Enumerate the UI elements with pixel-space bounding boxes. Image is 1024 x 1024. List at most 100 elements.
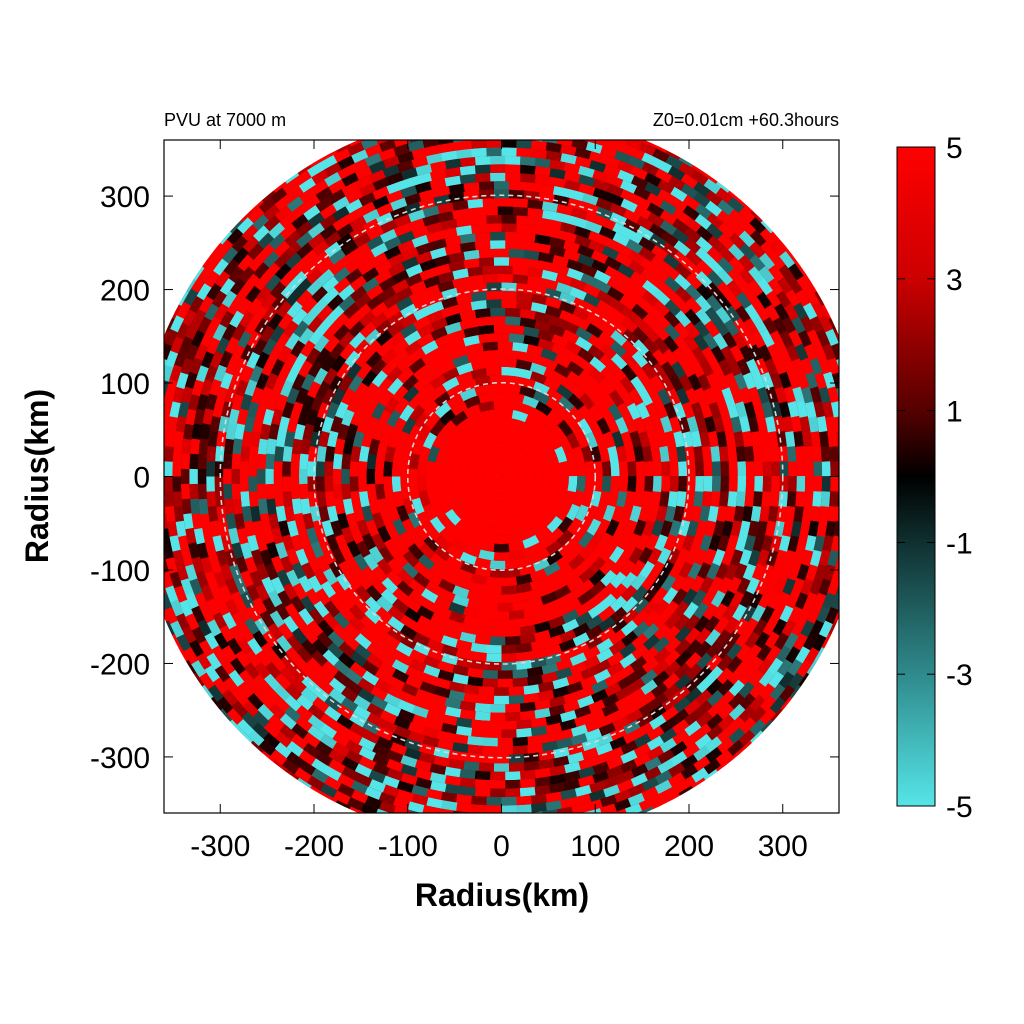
field-cell — [724, 562, 739, 581]
field-cell — [553, 825, 570, 836]
field-cell — [657, 748, 676, 764]
field-cell — [652, 277, 670, 294]
field-cell — [779, 460, 789, 477]
field-cell — [486, 585, 502, 595]
field-cell — [785, 505, 796, 522]
field-cell — [448, 260, 465, 272]
field-cell — [742, 563, 757, 581]
field-cell — [553, 363, 572, 378]
field-cell — [375, 808, 393, 813]
field-cell — [374, 259, 392, 275]
field-cell — [229, 625, 245, 643]
field-cell — [646, 735, 665, 751]
field-cell — [407, 424, 422, 443]
field-cell — [164, 593, 173, 611]
field-cell — [312, 696, 330, 713]
field-cell — [422, 205, 440, 218]
field-cell — [511, 418, 529, 432]
field-cell — [605, 518, 620, 537]
field-cell — [150, 343, 163, 360]
field-cell — [587, 239, 606, 254]
field-cell — [545, 714, 563, 726]
field-cell — [404, 123, 421, 135]
field-cell — [765, 520, 777, 537]
field-cell — [569, 277, 587, 292]
field-cell — [392, 417, 407, 435]
field-cell — [415, 242, 433, 256]
field-cell — [132, 506, 142, 522]
field-cell — [470, 582, 488, 594]
field-cell — [476, 476, 487, 490]
field-cell — [594, 659, 612, 674]
field-cell — [205, 393, 218, 411]
field-cell — [422, 503, 438, 522]
field-cell — [289, 259, 307, 277]
field-cell — [402, 438, 416, 456]
field-cell — [413, 561, 431, 578]
field-cell — [729, 344, 745, 363]
field-cell — [286, 751, 304, 768]
field-cell — [164, 446, 174, 463]
field-cell — [334, 438, 346, 456]
field-cell — [853, 431, 863, 447]
field-cell — [616, 402, 632, 420]
field-cell — [462, 335, 480, 347]
field-cell — [383, 236, 402, 251]
field-cell — [440, 150, 458, 162]
field-cell — [485, 147, 502, 157]
field-cell — [652, 476, 662, 492]
field-cell — [767, 657, 784, 675]
field-cell — [438, 588, 456, 603]
field-cell — [761, 490, 772, 507]
field-cell — [513, 813, 529, 822]
field-cell — [652, 323, 670, 341]
field-cell — [277, 345, 293, 364]
field-cell — [393, 797, 411, 810]
field-cell — [164, 393, 174, 411]
field-cell — [238, 310, 255, 329]
field-cell — [463, 114, 479, 124]
field-cell — [353, 242, 371, 258]
field-cell — [238, 266, 255, 284]
field-cell — [616, 169, 635, 184]
field-cell — [411, 793, 429, 806]
field-cell — [452, 594, 470, 608]
field-cell — [765, 290, 782, 308]
field-cell — [552, 677, 570, 690]
field-cell — [589, 556, 607, 574]
field-cell — [566, 417, 583, 436]
field-cell — [349, 722, 368, 738]
field-cell — [585, 719, 603, 733]
field-cell — [282, 491, 293, 508]
field-cell — [751, 372, 766, 390]
field-cell — [596, 518, 611, 536]
field-cell — [415, 777, 433, 790]
field-cell — [501, 459, 510, 470]
field-cell — [490, 788, 506, 798]
field-cell — [834, 328, 839, 347]
field-cell — [707, 430, 719, 448]
field-cell — [504, 231, 521, 241]
field-cell — [315, 588, 332, 606]
field-cell — [647, 547, 663, 566]
field-cell — [451, 208, 469, 220]
field-cell — [291, 562, 306, 580]
field-cell — [566, 681, 584, 695]
field-cell — [456, 577, 474, 591]
field-cell — [854, 550, 866, 567]
field-cell — [291, 733, 309, 750]
field-cell — [330, 415, 343, 434]
field-cell — [523, 615, 540, 627]
field-cell — [474, 566, 492, 578]
field-cell — [182, 309, 197, 327]
field-cell — [587, 344, 605, 361]
field-cell — [189, 453, 199, 470]
field-cell — [716, 268, 734, 286]
field-cell — [552, 685, 570, 699]
field-cell — [541, 671, 559, 684]
field-cell — [663, 600, 680, 618]
field-cell — [253, 674, 270, 692]
field-cell — [467, 676, 484, 687]
field-cell — [307, 554, 322, 573]
field-cell — [730, 519, 742, 537]
